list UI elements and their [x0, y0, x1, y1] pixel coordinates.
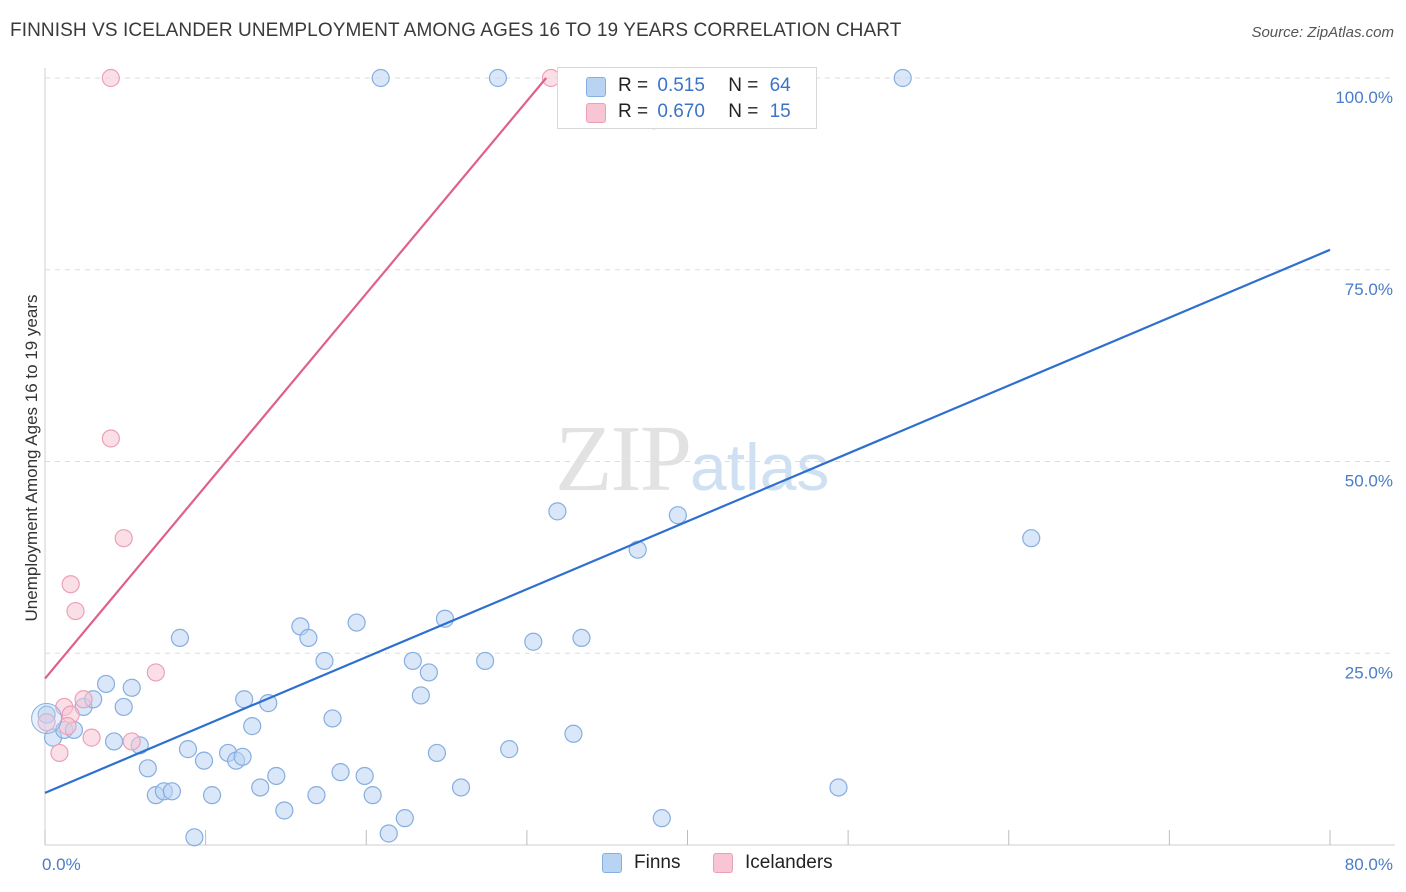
y-tick-label: 25.0% [1345, 663, 1393, 682]
finns-point [194, 751, 214, 770]
finns-point [267, 766, 286, 786]
icelanders-point [122, 732, 141, 751]
icelanders-legend-swatch [713, 853, 733, 873]
finns-point [524, 632, 543, 651]
finns-point [138, 759, 157, 778]
finns-point [488, 68, 508, 88]
chart-title: FINNISH VS ICELANDER UNEMPLOYMENT AMONG … [10, 20, 902, 41]
finns-n-label: N = [728, 75, 759, 96]
finns-point [572, 628, 591, 648]
watermark-zip: ZIP [555, 407, 692, 511]
finns-point [170, 628, 190, 648]
x-tick-label: 80.0% [1345, 855, 1393, 874]
finns-point [162, 782, 181, 801]
finns-legend-swatch [602, 853, 622, 873]
watermark: ZIPatlas [555, 405, 829, 513]
finns-point [96, 674, 116, 694]
data-points [31, 68, 1041, 847]
x-tick-label: 0.0% [42, 855, 81, 874]
finns-point [104, 732, 124, 751]
finns-point [668, 506, 687, 525]
y-tick-label: 75.0% [1345, 280, 1393, 299]
finns-r-label: R = [618, 75, 649, 96]
finns-n-value: 64 [769, 75, 791, 96]
finns-point [411, 686, 430, 705]
finns-point [315, 651, 334, 671]
icelanders-swatch [586, 103, 606, 123]
finns-point [500, 740, 519, 759]
finns-point [299, 628, 318, 648]
finns-point [652, 809, 671, 828]
finns-point [331, 763, 350, 782]
finns-point [122, 678, 141, 697]
finns-point [347, 613, 366, 632]
finns-r-value: 0.515 [657, 75, 705, 96]
icelanders-point [82, 728, 101, 747]
finns-point [363, 786, 382, 805]
finns-point [548, 502, 567, 521]
finns-point [379, 824, 398, 843]
icelanders-point [146, 663, 165, 682]
finns-swatch [586, 77, 606, 97]
finns-point [476, 651, 495, 671]
finns-point [275, 801, 294, 820]
finns-point [893, 68, 912, 88]
finns-point [355, 766, 374, 786]
icelanders-r-label: R = [618, 101, 649, 122]
finns-cluster-point [31, 702, 63, 734]
icelanders-point [74, 690, 93, 709]
finns-point [451, 778, 471, 797]
finns-point [829, 778, 848, 797]
y-tick-label: 100.0% [1335, 88, 1393, 107]
finns-trendline [44, 248, 1331, 794]
grid [45, 77, 1395, 654]
icelanders-r-value: 0.670 [657, 101, 705, 122]
icelanders-n-value: 15 [769, 101, 791, 122]
series-legend: Finns Icelanders [0, 852, 1406, 876]
finns-point [395, 809, 414, 828]
finns-point [323, 709, 342, 728]
icelanders-point [37, 713, 56, 732]
icelanders-point [50, 743, 69, 763]
icelanders-point [61, 575, 80, 594]
finns-point [114, 697, 133, 717]
finns-point [371, 68, 390, 88]
trendlines [44, 77, 1331, 794]
finns-point [185, 828, 204, 847]
icelanders-legend-label: Icelanders [745, 852, 833, 873]
icelanders-point [114, 529, 133, 548]
finns-point [202, 786, 222, 805]
y-tick-label: 50.0% [1345, 472, 1393, 491]
icelanders-n-label: N = [728, 101, 759, 122]
finns-point [251, 778, 270, 797]
finns-point [427, 743, 447, 763]
finns-point [178, 740, 198, 759]
correlation-legend: R = 0.515 N = 64 R = 0.670 N = 15 [557, 67, 817, 129]
y-axis-title: Unemployment Among Ages 16 to 19 years [22, 295, 41, 622]
icelanders-point [66, 601, 85, 621]
finns-point [419, 663, 438, 682]
finns-point [307, 786, 326, 805]
finns-point [233, 747, 252, 766]
tick-labels: 25.0% 50.0% 75.0% 100.0% 0.0% 80.0% Unemployme… [22, 88, 1393, 874]
source-credit: Source: ZipAtlas.com [1251, 24, 1394, 41]
icelanders-point [101, 68, 120, 88]
icelanders-point [101, 429, 120, 448]
finns-point [403, 651, 422, 671]
finns-point [564, 724, 583, 743]
finns-point [1022, 529, 1041, 548]
icelanders-trendline [44, 77, 547, 680]
finns-point [243, 717, 262, 736]
finns-legend-label: Finns [634, 852, 681, 873]
